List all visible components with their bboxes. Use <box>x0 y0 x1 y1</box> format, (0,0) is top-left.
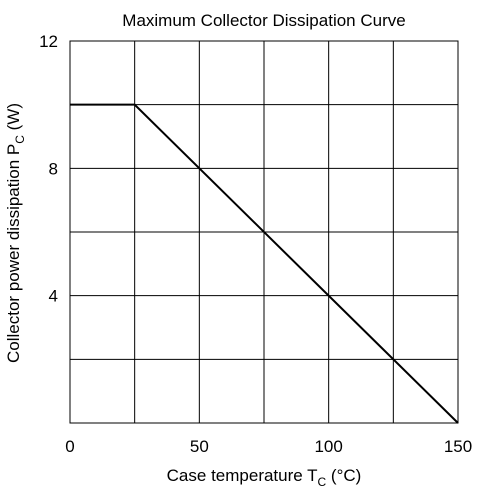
y-axis-label-text: Collector power dissipation P <box>4 144 23 363</box>
series-line <box>70 103 459 424</box>
x-tick-labels: 0 50 100 150 <box>65 437 472 456</box>
x-tick-label: 100 <box>314 437 342 456</box>
y-tick-label: 8 <box>49 159 58 178</box>
y-axis-label-subscript: C <box>13 135 27 144</box>
plot-frame <box>69 40 459 424</box>
x-tick-label: 0 <box>65 437 74 456</box>
x-axis-label-unit: (°C) <box>326 466 361 485</box>
x-axis-label-subscript: C <box>318 475 327 489</box>
x-axis-label-text: Case temperature T <box>167 466 318 485</box>
series-group <box>70 103 459 424</box>
y-axis-label-unit: (W) <box>4 103 23 135</box>
y-tick-labels: 4 8 12 <box>39 32 58 306</box>
y-tick-label: 4 <box>49 287 58 306</box>
chart-title: Maximum Collector Dissipation Curve <box>122 11 405 30</box>
x-axis-label: Case temperature TC (°C) <box>167 466 362 489</box>
x-tick-label: 50 <box>190 437 209 456</box>
y-axis-label: Collector power dissipation PC (W) <box>4 103 27 363</box>
x-tick-label: 150 <box>444 437 472 456</box>
y-tick-label: 12 <box>39 32 58 51</box>
